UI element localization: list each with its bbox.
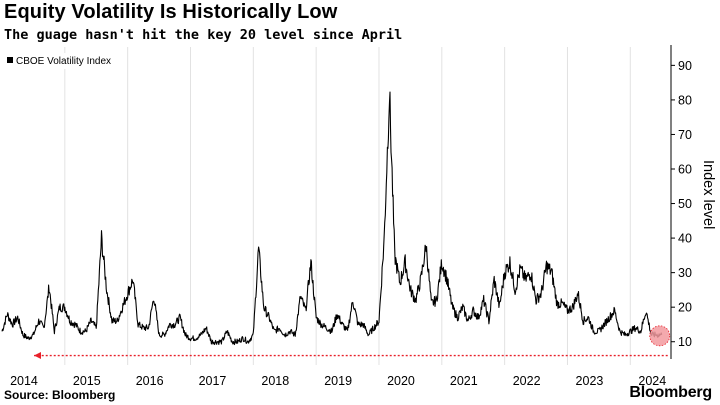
x-tick-2020: 2020 [387, 374, 415, 388]
x-tick-2014: 2014 [10, 374, 38, 388]
y-tick-70: 70 [678, 128, 692, 142]
x-tick-2023: 2023 [576, 374, 604, 388]
annotations [34, 325, 671, 360]
y-tick-20: 20 [678, 301, 692, 315]
x-tick-2024: 2024 [638, 374, 666, 388]
legend-box [3, 53, 127, 69]
x-tick-2021: 2021 [450, 374, 478, 388]
chart-title: Equity Volatility Is Historically Low [4, 1, 338, 23]
vix-series-line [1, 91, 663, 346]
legend-swatch [7, 57, 13, 63]
annotation-highlight-circle [649, 325, 671, 347]
y-tick-90: 90 [678, 59, 692, 73]
chart-subtitle: The guage hasn't hit the key 20 level si… [4, 27, 403, 43]
legend-label: CBOE Volatility Index [16, 56, 111, 67]
legend: CBOE Volatility Index [3, 53, 127, 69]
annotation-arrowhead [34, 352, 41, 360]
y-tick-60: 60 [678, 163, 692, 177]
x-tick-2022: 2022 [513, 374, 541, 388]
y-tick-40: 40 [678, 232, 692, 246]
x-tick-2015: 2015 [73, 374, 101, 388]
x-tick-2019: 2019 [324, 374, 352, 388]
x-axis-ticks: 2014 2015 2016 2017 2018 2019 2020 2021 2022 2023… [10, 374, 666, 388]
source-note: Source: Bloomberg [4, 388, 116, 402]
y-axis-label: Index level [700, 160, 716, 229]
y-axis-ticks: 10 20 30 40 50 60 70 80 90 [671, 59, 692, 349]
bloomberg-logo: Bloomberg [629, 384, 712, 401]
y-tick-80: 80 [678, 93, 692, 107]
y-tick-50: 50 [678, 197, 692, 211]
x-tick-2016: 2016 [136, 374, 164, 388]
y-tick-10: 10 [678, 335, 692, 349]
y-tick-30: 30 [678, 266, 692, 280]
year-gridlines [64, 47, 631, 365]
x-tick-2017: 2017 [199, 374, 227, 388]
x-tick-2018: 2018 [261, 374, 289, 388]
